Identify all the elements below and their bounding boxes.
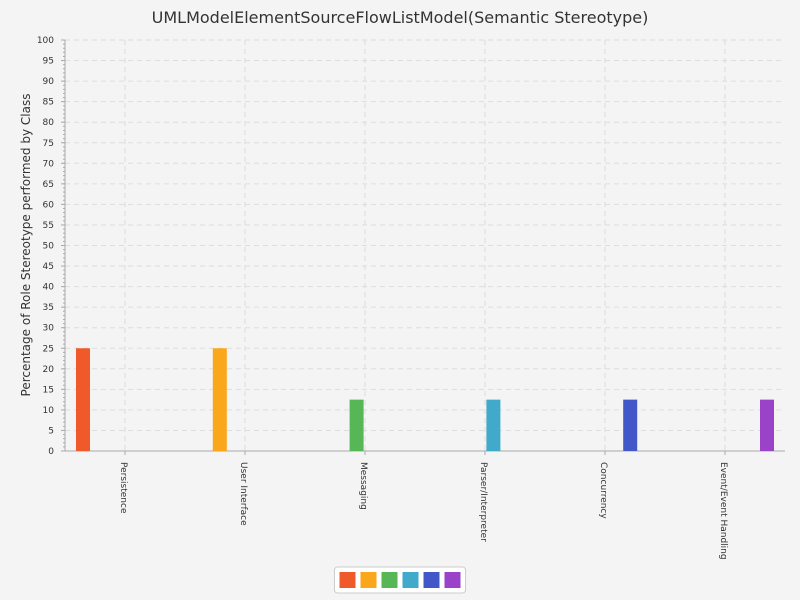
x-tick-label: Messaging xyxy=(358,462,368,510)
bars xyxy=(76,348,774,451)
y-tick-label: 10 xyxy=(43,406,55,416)
x-tick-label: Event/Event Handling xyxy=(718,462,728,560)
legend-swatch xyxy=(339,572,356,588)
y-tick-label: 60 xyxy=(43,200,55,210)
y-tick-label: 90 xyxy=(43,77,55,87)
y-tick-label: 0 xyxy=(48,447,54,457)
y-tick-label: 80 xyxy=(43,118,55,128)
y-tick-label: 85 xyxy=(43,98,54,108)
x-tick-label: Concurrency xyxy=(598,462,608,519)
grid xyxy=(65,39,785,451)
y-tick-label: 70 xyxy=(43,159,55,169)
x-tick-label: Persistence xyxy=(118,462,128,514)
legend xyxy=(334,566,466,594)
y-tick-label: 25 xyxy=(43,344,54,354)
legend-swatch xyxy=(360,572,377,588)
y-axis: 0 5 10 15 20 25 30 35 40 45 50 55 60 65 70 75 80 85 90 95 10… xyxy=(37,36,66,457)
x-tick-label: Parser/Interpreter xyxy=(478,462,488,542)
y-tick-label: 30 xyxy=(43,324,55,334)
chart-title: UMLModelElementSourceFlowListModel(Seman… xyxy=(152,8,649,27)
bar xyxy=(212,348,227,451)
y-tick-label: 65 xyxy=(43,180,54,190)
bar xyxy=(623,399,638,451)
y-tick-label: 55 xyxy=(43,221,54,231)
y-tick-label: 95 xyxy=(43,57,54,67)
bar xyxy=(349,399,364,451)
y-axis-label: Percentage of Role Stereotype performed … xyxy=(19,94,33,397)
bar xyxy=(486,399,501,451)
y-tick-label: 50 xyxy=(43,242,55,252)
y-tick-label: 15 xyxy=(43,385,54,395)
y-tick-label: 45 xyxy=(43,262,54,272)
y-tick-label: 100 xyxy=(37,36,54,46)
y-tick-label: 5 xyxy=(48,426,54,436)
y-tick-label: 35 xyxy=(43,303,54,313)
legend-swatch xyxy=(381,572,398,588)
y-tick-label: 20 xyxy=(43,365,55,375)
x-tick-label: User Interface xyxy=(238,462,248,526)
bar xyxy=(76,348,90,451)
legend-swatch xyxy=(423,572,440,588)
bar xyxy=(760,399,774,451)
x-axis: Persistence User Interface Messaging Parser… xyxy=(65,450,785,560)
y-tick-label: 75 xyxy=(43,139,54,149)
legend-swatch xyxy=(444,572,461,588)
legend-swatch xyxy=(402,572,419,588)
y-tick-label: 40 xyxy=(43,283,55,293)
